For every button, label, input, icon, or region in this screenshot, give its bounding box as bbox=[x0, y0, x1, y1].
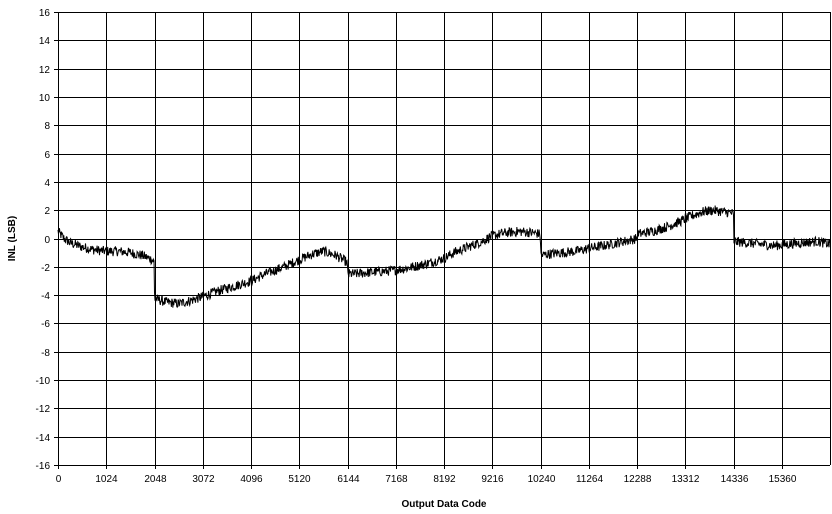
y-tick-label: -2 bbox=[41, 263, 50, 274]
x-tick-label: 2048 bbox=[144, 474, 167, 485]
x-tick-label: 6144 bbox=[337, 474, 360, 485]
y-tick-label: 14 bbox=[39, 36, 51, 47]
y-tick-label: -6 bbox=[41, 319, 50, 330]
y-tick-label: 16 bbox=[39, 8, 51, 19]
x-tick-label: 13312 bbox=[672, 474, 700, 485]
x-tick-label: 7168 bbox=[385, 474, 408, 485]
x-tick-label: 8192 bbox=[433, 474, 456, 485]
inl-series-line bbox=[57, 205, 831, 309]
x-tick-label: 14336 bbox=[721, 474, 749, 485]
y-tick-label: -8 bbox=[41, 348, 50, 359]
y-tick-label: 12 bbox=[39, 65, 51, 76]
y-tick-label: -4 bbox=[41, 291, 50, 302]
y-tick-label: 2 bbox=[44, 206, 50, 217]
y-tick-label: -12 bbox=[36, 404, 51, 415]
y-tick-label: 10 bbox=[39, 93, 51, 104]
y-tick-labels: 16 14 12 10 8 6 4 2 0 -2 -4 -6 -8 -10 -12 -14 -16 bbox=[36, 8, 51, 472]
x-tick-label: 12288 bbox=[624, 474, 652, 485]
axes bbox=[54, 12, 830, 469]
x-tick-label: 15360 bbox=[769, 474, 797, 485]
x-tick-label: 1024 bbox=[95, 474, 118, 485]
y-tick-label: 8 bbox=[44, 121, 50, 132]
x-tick-label: 3072 bbox=[192, 474, 215, 485]
x-tick-label: 9216 bbox=[481, 474, 504, 485]
x-tick-label: 0 bbox=[56, 474, 62, 485]
y-tick-label: 0 bbox=[44, 235, 50, 246]
y-tick-label: -14 bbox=[36, 433, 51, 444]
x-tick-label: 10240 bbox=[528, 474, 556, 485]
y-axis-title: INL (LSB) bbox=[7, 216, 18, 261]
y-tick-label: -16 bbox=[36, 461, 51, 472]
x-tick-label: 4096 bbox=[240, 474, 263, 485]
x-tick-label: 11264 bbox=[576, 474, 604, 485]
y-tick-label: -10 bbox=[36, 376, 51, 387]
x-axis-title: Output Data Code bbox=[402, 499, 487, 510]
gridlines bbox=[58, 12, 831, 466]
y-tick-label: 6 bbox=[44, 150, 50, 161]
series-layer bbox=[57, 205, 831, 309]
x-tick-label: 5120 bbox=[288, 474, 311, 485]
x-tick-labels: 0 1024 2048 3072 4096 5120 6144 7168 8192 9216 102… bbox=[56, 474, 797, 485]
y-tick-label: 4 bbox=[44, 178, 50, 189]
